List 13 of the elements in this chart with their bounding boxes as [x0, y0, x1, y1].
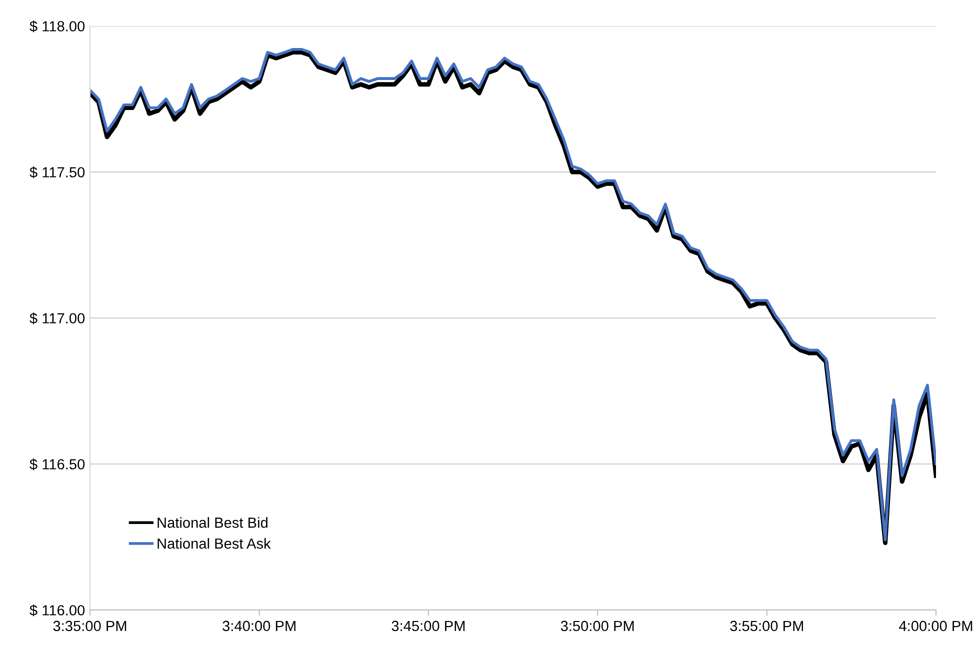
x-tick-label: 3:55:00 PM — [730, 620, 803, 632]
legend-label: National Best Ask — [158, 538, 271, 549]
x-tick-label: 4:00:00 PM — [899, 620, 972, 632]
x-tick-label: 3:35:00 PM — [53, 620, 126, 632]
y-tick-label: $ 117.00 — [30, 312, 85, 324]
x-tick-label: 3:50:00 PM — [560, 620, 634, 632]
y-tick-label: $ 116.00 — [30, 604, 85, 616]
y-tick-label: $ 117.50 — [30, 166, 85, 178]
y-tick-label: $ 118.00 — [30, 20, 85, 32]
x-tick-label: 3:45:00 PM — [392, 620, 465, 632]
legend-label: National Best Bid — [158, 517, 268, 528]
y-tick-label: $ 116.50 — [30, 458, 85, 470]
x-tick-label: 3:40:00 PM — [222, 620, 296, 632]
